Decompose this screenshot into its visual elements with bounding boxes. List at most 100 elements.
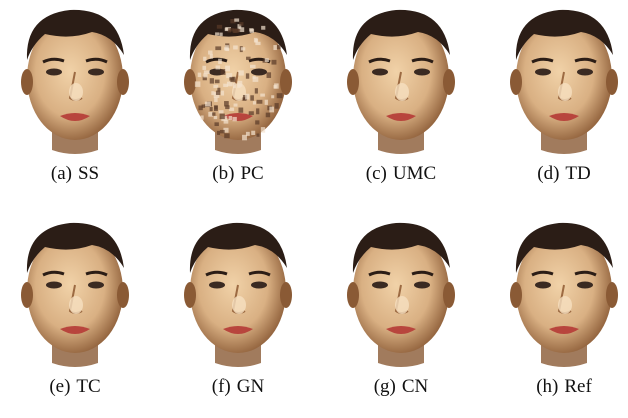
panel-name: UMC bbox=[392, 163, 437, 184]
face-image bbox=[184, 222, 292, 367]
panel-label: (e) bbox=[49, 376, 71, 397]
panel-label: (h) bbox=[536, 376, 559, 397]
figure-panel: (h) Ref bbox=[489, 213, 628, 418]
right-eye bbox=[577, 281, 593, 289]
right-brow bbox=[411, 57, 434, 64]
face-image bbox=[347, 222, 455, 367]
neck-shape bbox=[541, 128, 587, 154]
right-ear bbox=[443, 69, 455, 95]
left-ear bbox=[510, 282, 522, 308]
right-eye bbox=[88, 281, 104, 289]
hair-shape bbox=[26, 222, 124, 273]
lips bbox=[549, 113, 579, 121]
lips bbox=[386, 326, 416, 334]
lips bbox=[60, 113, 90, 121]
left-ear bbox=[184, 69, 196, 95]
left-eye bbox=[209, 281, 225, 289]
face-image bbox=[21, 222, 129, 367]
panel-label: (d) bbox=[537, 163, 560, 184]
figure-panel: (e) TC bbox=[0, 213, 150, 418]
panel-label: (g) bbox=[373, 376, 396, 397]
noise-overlay bbox=[194, 18, 283, 141]
left-eye bbox=[372, 281, 388, 289]
right-brow bbox=[85, 270, 108, 277]
panel-label: (c) bbox=[365, 163, 387, 184]
panel-caption: (g) CN bbox=[326, 376, 476, 398]
panel-name: GN bbox=[236, 376, 265, 397]
left-ear bbox=[510, 69, 522, 95]
panel-name: SS bbox=[77, 163, 100, 184]
panel-name: PC bbox=[240, 163, 264, 184]
right-ear bbox=[117, 69, 129, 95]
left-ear bbox=[21, 282, 33, 308]
left-eye bbox=[46, 68, 62, 76]
neck-shape bbox=[541, 341, 587, 367]
figure-panel: (c) UMC bbox=[326, 0, 476, 205]
lips bbox=[60, 326, 90, 334]
panel-caption: (f) GN bbox=[163, 376, 313, 398]
face-render bbox=[347, 9, 455, 154]
panel-name: TD bbox=[565, 163, 591, 184]
head-shape bbox=[27, 229, 123, 353]
panel-caption: (c) UMC bbox=[326, 163, 476, 185]
right-eye bbox=[251, 68, 267, 76]
face-render bbox=[510, 222, 618, 367]
panel-caption: (a) SS bbox=[0, 163, 150, 185]
nose-highlight bbox=[69, 296, 83, 314]
left-brow bbox=[205, 270, 228, 277]
face-render bbox=[21, 9, 129, 154]
hair-shape bbox=[352, 9, 450, 61]
hair-shape bbox=[352, 222, 450, 273]
neck-shape bbox=[52, 341, 98, 367]
right-brow bbox=[85, 57, 108, 64]
head-shape bbox=[190, 229, 286, 353]
left-brow bbox=[205, 57, 228, 64]
panel-caption: (b) PC bbox=[163, 163, 313, 185]
face-image bbox=[347, 9, 455, 154]
right-eye bbox=[577, 68, 593, 76]
right-eye bbox=[88, 68, 104, 76]
left-eye bbox=[372, 68, 388, 76]
figure-panel: (a) SS bbox=[0, 0, 150, 205]
left-brow bbox=[368, 57, 391, 64]
face-image bbox=[21, 9, 129, 154]
panel-name: TC bbox=[76, 376, 101, 397]
left-eye bbox=[535, 281, 551, 289]
right-ear bbox=[606, 282, 618, 308]
hair-shape bbox=[189, 222, 287, 273]
face-image bbox=[510, 222, 618, 367]
left-ear bbox=[184, 282, 196, 308]
nose-highlight bbox=[395, 83, 409, 101]
head-shape bbox=[353, 16, 449, 140]
head-shape bbox=[516, 16, 612, 140]
hair-shape bbox=[515, 222, 613, 273]
left-brow bbox=[531, 270, 554, 277]
panel-caption: (h) Ref bbox=[489, 376, 628, 398]
neck-shape bbox=[215, 341, 261, 367]
neck-shape bbox=[215, 128, 261, 154]
neck-shape bbox=[378, 341, 424, 367]
hair-shape bbox=[515, 9, 613, 61]
figure-panel: (b) PC bbox=[163, 0, 313, 205]
lips bbox=[223, 326, 253, 334]
panel-label: (a) bbox=[50, 163, 72, 184]
hair-shape bbox=[26, 9, 124, 61]
nose-highlight bbox=[395, 296, 409, 314]
panel-caption: (d) TD bbox=[489, 163, 628, 185]
face-render bbox=[21, 222, 129, 367]
head-shape bbox=[353, 229, 449, 353]
figure-panel: (f) GN bbox=[163, 213, 313, 418]
hair-shape bbox=[189, 9, 287, 61]
right-ear bbox=[117, 282, 129, 308]
head-shape bbox=[27, 16, 123, 140]
right-ear bbox=[443, 282, 455, 308]
nose-highlight bbox=[69, 83, 83, 101]
nose-highlight bbox=[558, 296, 572, 314]
right-eye bbox=[251, 281, 267, 289]
nose-highlight bbox=[558, 83, 572, 101]
figure-panel: (g) CN bbox=[326, 213, 476, 418]
panel-label: (b) bbox=[212, 163, 235, 184]
left-brow bbox=[531, 57, 554, 64]
right-brow bbox=[248, 270, 271, 277]
head-shape bbox=[516, 229, 612, 353]
